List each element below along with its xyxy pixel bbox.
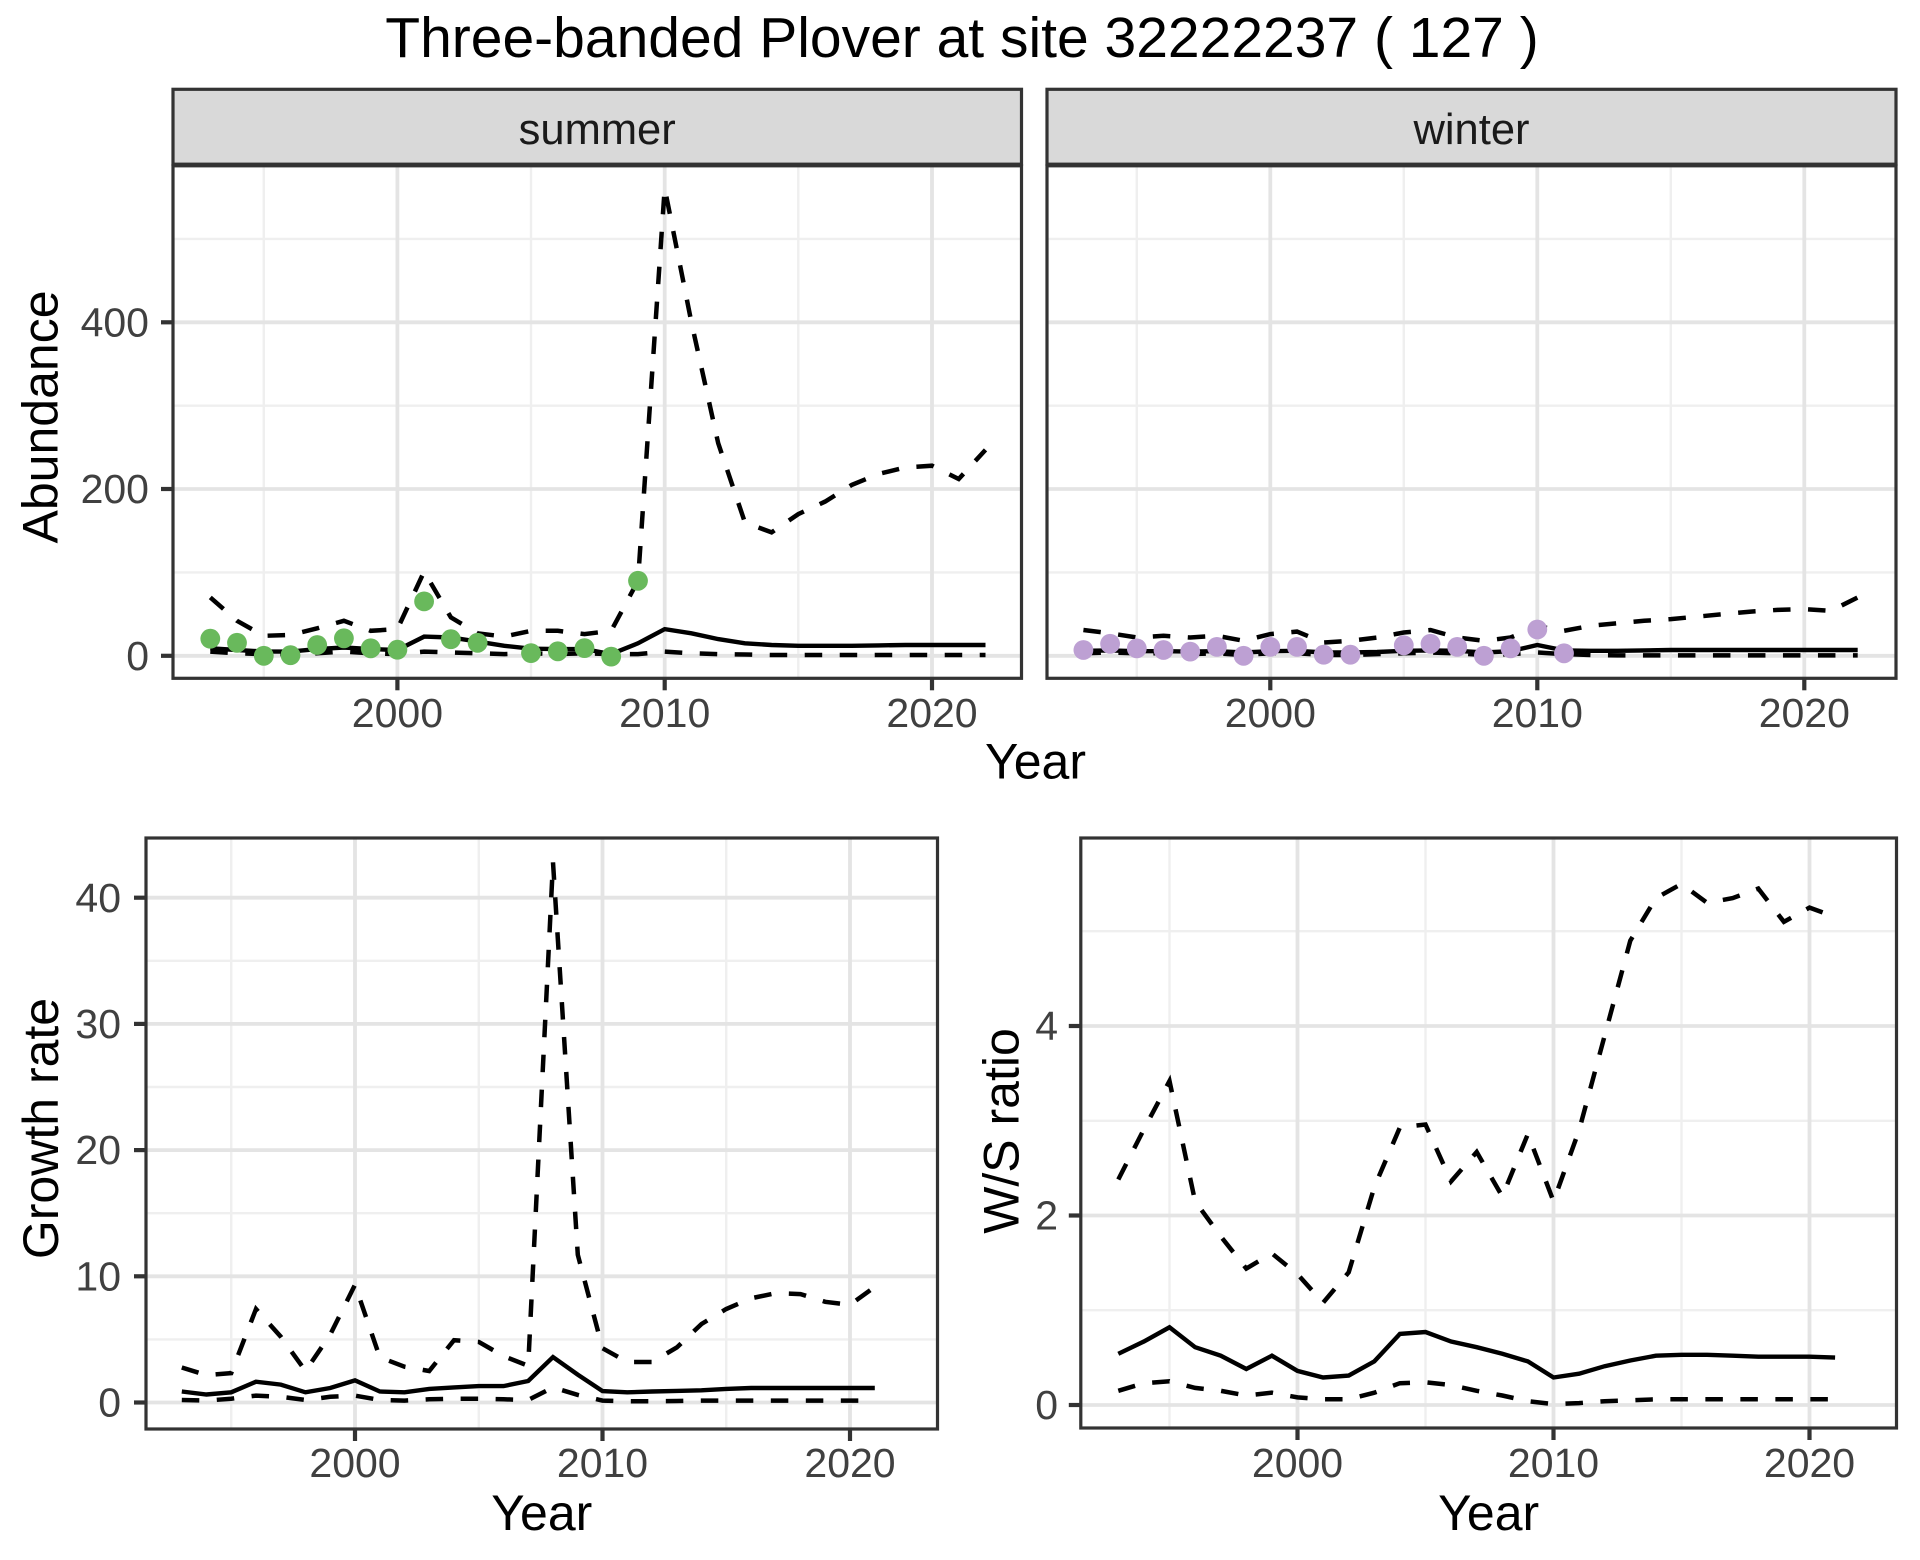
svg-text:winter: winter [1412,106,1529,154]
svg-text:Three-banded Plover at site 32: Three-banded Plover at site 32222237 ( 1… [385,6,1538,70]
svg-text:0: 0 [126,633,149,679]
svg-text:2: 2 [1035,1193,1058,1239]
svg-text:2020: 2020 [886,690,977,736]
svg-text:2000: 2000 [1252,1440,1343,1486]
svg-text:2000: 2000 [352,690,443,736]
svg-text:Year: Year [491,1485,592,1541]
svg-text:2010: 2010 [1492,690,1583,736]
svg-text:4: 4 [1035,1003,1058,1049]
svg-text:Year: Year [1438,1485,1539,1541]
svg-text:2010: 2010 [619,690,710,736]
svg-text:W/S ratio: W/S ratio [974,1028,1030,1234]
svg-text:2020: 2020 [1759,690,1850,736]
svg-text:Year: Year [985,734,1086,790]
svg-text:2020: 2020 [1764,1440,1855,1486]
svg-text:20: 20 [75,1127,121,1173]
svg-text:400: 400 [81,299,149,345]
svg-text:40: 40 [75,875,121,921]
svg-text:0: 0 [1035,1382,1058,1428]
svg-text:2000: 2000 [309,1440,400,1486]
svg-text:2000: 2000 [1225,690,1316,736]
svg-text:summer: summer [519,106,676,154]
svg-text:0: 0 [98,1380,121,1426]
svg-text:2010: 2010 [1508,1440,1599,1486]
svg-text:10: 10 [75,1253,121,1299]
svg-text:2020: 2020 [804,1440,895,1486]
svg-text:Abundance: Abundance [13,290,69,543]
svg-text:30: 30 [75,1001,121,1047]
svg-text:Growth rate: Growth rate [13,998,69,1259]
svg-text:200: 200 [81,466,149,512]
svg-text:2010: 2010 [557,1440,648,1486]
